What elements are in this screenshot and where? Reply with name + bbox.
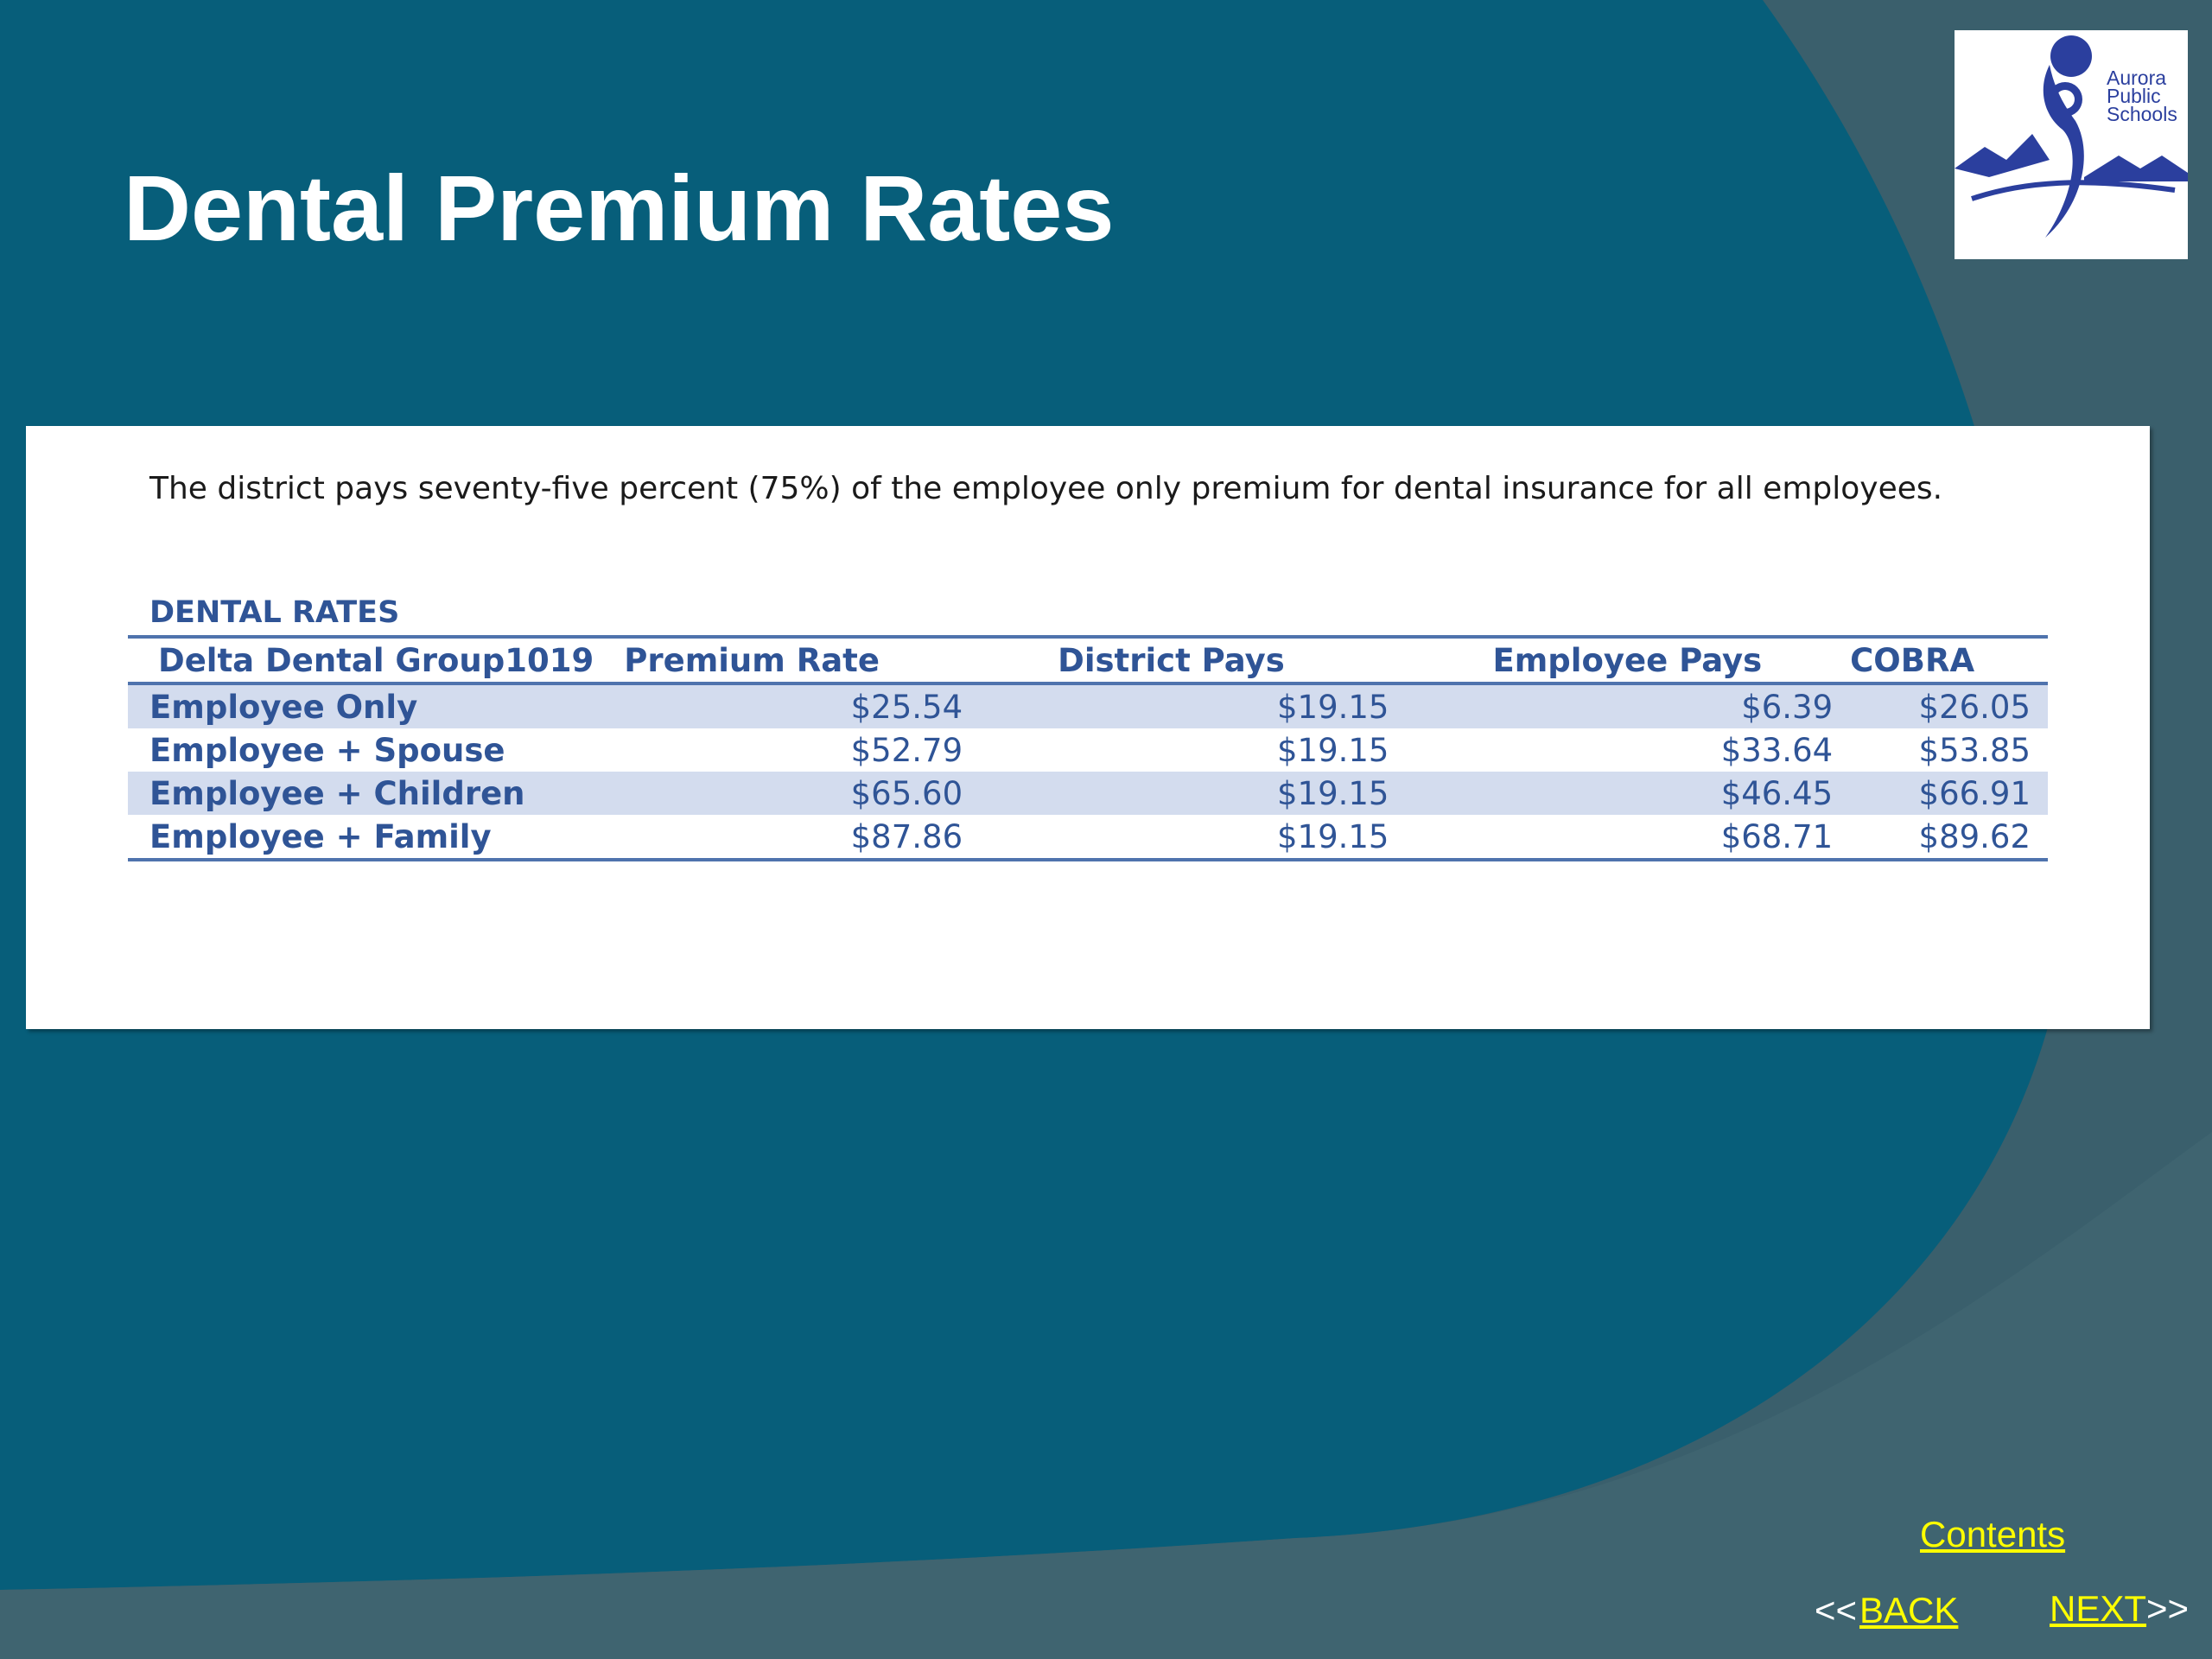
- intro-text: The district pays seventy-five percent (…: [149, 471, 1943, 506]
- table-cell: Employee + Family: [128, 815, 596, 861]
- table-cell: Employee + Spouse: [149, 731, 505, 769]
- table-row: Employee + Family $87.86 $19.15 $68.71 $…: [128, 815, 2048, 861]
- table-cell: $19.15: [980, 772, 1407, 815]
- table-cell: $52.79: [850, 731, 963, 769]
- rates-panel: The district pays seventy-five percent (…: [26, 426, 2150, 1029]
- table-cell: $87.86: [595, 815, 981, 861]
- table-cell: $89.62: [1850, 815, 2048, 861]
- header-district-pays: District Pays: [980, 635, 1407, 685]
- table-cell: $33.64: [1720, 731, 1834, 769]
- rates-heading: DENTAL RATES: [149, 595, 400, 630]
- table-cell: $19.15: [1277, 731, 1389, 769]
- header-employee-pays: Employee Pays: [1406, 635, 1851, 685]
- aurora-public-schools-logo: Aurora Public Schools: [1955, 30, 2188, 259]
- header-plan: Delta Dental Group1019: [128, 635, 596, 685]
- table-cell: $53.85: [1918, 731, 2031, 769]
- table-cell: $26.05: [1850, 683, 2048, 728]
- table-cell: $19.15: [980, 815, 1407, 861]
- table-row: Employee Only $25.54 $19.15 $6.39 $26.05: [128, 683, 2048, 728]
- next-suffix: >>: [2146, 1588, 2190, 1629]
- next-link[interactable]: NEXT: [2050, 1588, 2147, 1629]
- logo-text: Aurora Public Schools: [2107, 67, 2184, 125]
- table-cell: Employee Only: [128, 683, 596, 728]
- table-cell: $66.91: [1850, 772, 2048, 815]
- logo-line-3: Schools: [2107, 103, 2177, 125]
- logo-line-2: Public: [2107, 85, 2161, 107]
- back-link[interactable]: BACK: [1859, 1590, 1959, 1630]
- contents-link[interactable]: Contents: [1920, 1514, 2066, 1554]
- table-cell: $6.39: [1406, 683, 1851, 728]
- logo-line-1: Aurora: [2107, 67, 2167, 89]
- dental-rates-table: Delta Dental Group1019 Premium Rate Dist…: [128, 635, 2048, 861]
- table-cell: $19.15: [980, 683, 1407, 728]
- slide-title: Dental Premium Rates: [124, 156, 1115, 260]
- table-cell: $46.45: [1406, 772, 1851, 815]
- header-cobra: COBRA: [1850, 635, 2048, 685]
- table-cell: $68.71: [1406, 815, 1851, 861]
- table-row: Employee + Children $65.60 $19.15 $46.45…: [128, 772, 2048, 815]
- table-cell: Employee + Children: [128, 772, 596, 815]
- table-cell: $65.60: [595, 772, 981, 815]
- table-cell: $25.54: [595, 683, 981, 728]
- table-row: Employee + Spouse $52.79 $19.15 $33.64 $…: [128, 728, 2048, 772]
- table-header-row: Delta Dental Group1019 Premium Rate Dist…: [128, 635, 2048, 685]
- back-prefix: <<: [1815, 1590, 1858, 1630]
- header-premium-rate: Premium Rate: [595, 635, 981, 685]
- logo-figure-icon: [1955, 35, 2188, 238]
